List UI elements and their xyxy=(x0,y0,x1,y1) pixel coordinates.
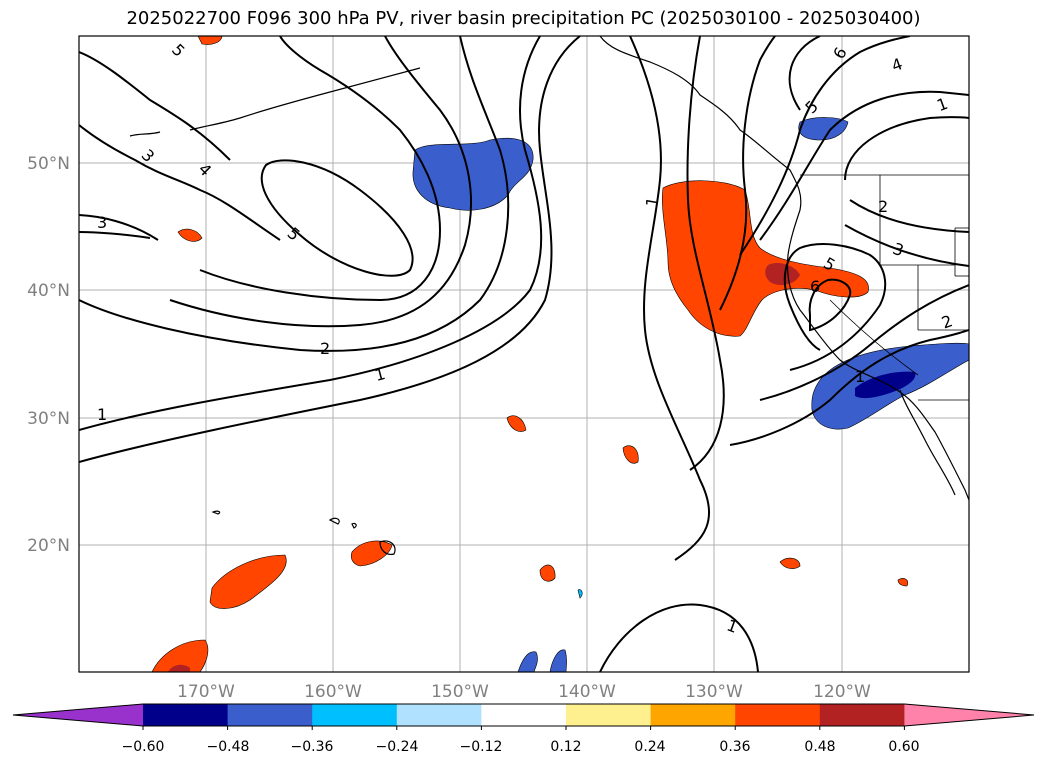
positive-patch-27n xyxy=(622,445,639,464)
colorbar-tick-label: −0.60 xyxy=(122,739,165,755)
colorbar-tick-label: 0.12 xyxy=(550,739,581,755)
positive-patch-bottom-left xyxy=(151,639,209,672)
colorbar-segment xyxy=(227,704,313,726)
contour-label: 6 xyxy=(810,277,820,296)
lon-label: 160°W xyxy=(304,682,362,702)
lon-label: 130°W xyxy=(685,682,743,702)
positive-patch-19n-east xyxy=(779,557,801,569)
colorbar-extend-max xyxy=(904,704,1034,726)
lat-label: 50°N xyxy=(27,154,70,174)
positive-patch-29n xyxy=(506,415,527,432)
negative-patch-bottom-2 xyxy=(549,649,567,672)
contour-label: 1 xyxy=(373,364,388,385)
positive-patch-small-170w xyxy=(177,228,203,242)
colorbar-segment xyxy=(312,704,398,726)
colorbar-segment xyxy=(396,704,482,726)
contour-label: 1 xyxy=(855,367,865,386)
contour-label: 2 xyxy=(320,339,330,358)
negative-patch-bc xyxy=(798,117,849,141)
pv-contours xyxy=(79,36,969,672)
lat-label: 30°N xyxy=(27,409,70,429)
colorbar-tick-label: −0.12 xyxy=(460,739,503,755)
colorbar-labels: −0.60 −0.48 −0.36 −0.24 −0.12 0.12 0.24 … xyxy=(122,739,920,755)
contour-label: 2 xyxy=(878,197,888,216)
positive-patch-sw-hawaii xyxy=(209,554,287,609)
colorbar-extend-min xyxy=(13,704,143,726)
lon-label: 120°W xyxy=(813,682,871,702)
positive-patch-hawaii xyxy=(350,540,393,567)
colorbar-segment xyxy=(819,704,905,726)
colorbar-tick-label: −0.24 xyxy=(376,739,419,755)
contour-label: 3 xyxy=(97,213,107,232)
contour-label: 1 xyxy=(97,405,107,424)
lon-label: 170°W xyxy=(177,682,235,702)
colorbar-tick-label: −0.36 xyxy=(291,739,334,755)
positive-patch-17n-east xyxy=(897,578,909,587)
colorbar-tick-label: 0.48 xyxy=(804,739,835,755)
longitude-labels: 170°W 160°W 150°W 140°W 130°W 120°W xyxy=(177,682,871,702)
colorbar-segment xyxy=(566,704,652,726)
positive-core-west-coast xyxy=(765,263,800,286)
map-title: 2025022700 F096 300 hPa PV, river basin … xyxy=(126,8,921,29)
colorbar xyxy=(12,703,1035,730)
negative-core-southern-california xyxy=(855,371,916,399)
lat-label: 40°N xyxy=(27,281,70,301)
negative-patch-small-1 xyxy=(577,589,583,599)
coastlines xyxy=(129,36,969,555)
negative-patch-north-pacific xyxy=(412,137,534,211)
colorbar-segment xyxy=(650,704,736,726)
colorbar-segment xyxy=(143,704,229,726)
lon-label: 140°W xyxy=(558,682,616,702)
colorbar-segment xyxy=(735,704,821,726)
plot-frame xyxy=(78,35,970,673)
colorbar-tick-label: −0.48 xyxy=(207,739,250,755)
positive-core-bottom-left xyxy=(168,664,190,672)
lon-label: 150°W xyxy=(431,682,489,702)
lat-label: 20°N xyxy=(27,536,70,556)
colorbar-tick-label: 0.60 xyxy=(888,739,919,755)
colorbar-tick-label: 0.24 xyxy=(634,739,665,755)
colorbar-tick-label: 0.36 xyxy=(719,739,750,755)
precipitation-shading xyxy=(151,36,969,672)
positive-patch-18n xyxy=(539,564,556,582)
latitude-labels: 50°N 40°N 30°N 20°N xyxy=(27,154,70,556)
borders xyxy=(800,174,969,401)
contour-label: 1 xyxy=(642,195,662,208)
colorbar-segment xyxy=(481,704,567,726)
negative-patch-bottom-1 xyxy=(517,651,538,672)
